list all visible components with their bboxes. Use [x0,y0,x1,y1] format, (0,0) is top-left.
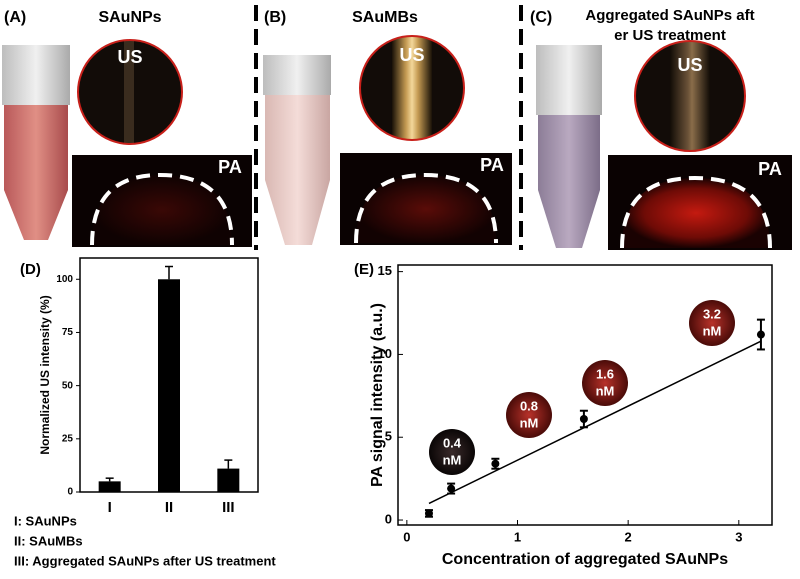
y-tick-label: 0 [67,487,73,498]
panel-label: (B) [264,9,286,26]
panel-label: (D) [20,261,41,278]
data-point [424,509,433,518]
annotation: nM [443,452,462,467]
concentration-bubble [582,360,628,406]
annotation: nM [596,383,615,398]
concentration-bubble [689,300,735,346]
x-tick-label: 3 [735,529,742,544]
y-tick-label: 25 [62,433,74,444]
panel-label: (A) [4,9,26,26]
y-tick-label: 10 [378,346,392,361]
y-axis-label: PA signal intensity (a.u.) [369,303,386,487]
fit-line [428,340,762,505]
panel-texts: (A) SAuNPs US PA (B) SAuMBs US PA (C) Ag… [4,7,782,179]
legend-note: II: SAuMBs [14,533,83,548]
panel-label: (E) [354,261,374,278]
x-tick-label: II [165,499,173,516]
x-tick-label: I [108,499,112,516]
panel-label: (C) [530,9,552,26]
panel-title: er US treatment [614,27,726,44]
y-axis-label: Normalized US intensity (%) [38,295,52,454]
plot-frame [397,264,773,526]
y-tick-label: 100 [56,274,73,285]
us-label: US [117,47,142,67]
y-tick-label: 75 [62,327,74,338]
x-axis-label: Concentration of aggregated SAuNPs [442,551,728,568]
x-tick-label: 1 [514,529,521,544]
x-tick-label: 2 [625,529,632,544]
pa-label: PA [480,155,504,175]
annotation: 0.4 [443,435,462,450]
pa-label: PA [758,159,782,179]
us-label: US [677,55,702,75]
annotation: nM [703,323,722,338]
data-point [579,415,588,424]
concentration-bubble [429,429,475,475]
x-tick-label: 0 [403,529,410,544]
annotation: 3.2 [703,306,721,321]
y-tick-label: 50 [62,380,74,391]
bar [98,481,121,492]
charts: (D)Normalized US intensity (%)0255075100… [14,257,773,568]
bar [217,468,240,492]
annotation: nM [520,415,539,430]
panel-title: SAuMBs [352,9,418,26]
us-label: US [399,45,424,65]
annotation: 1.6 [596,366,614,381]
y-tick-label: 5 [385,429,392,444]
panel-title: SAuNPs [98,9,161,26]
y-tick-label: 15 [378,263,392,278]
concentration-bubble [506,392,552,438]
data-point [756,330,765,339]
y-tick-label: 0 [385,511,392,526]
data-point [491,459,500,468]
pa-label: PA [218,157,242,177]
panel-title: Aggregated SAuNPs aft [585,7,754,24]
legend-note: III: Aggregated SAuNPs after US treatmen… [14,553,276,568]
bar [158,279,180,492]
annotation: 0.8 [520,398,538,413]
legend-note: I: SAuNPs [14,513,77,528]
x-tick-label: III [222,499,235,516]
data-point [447,484,456,493]
photos [2,5,792,250]
